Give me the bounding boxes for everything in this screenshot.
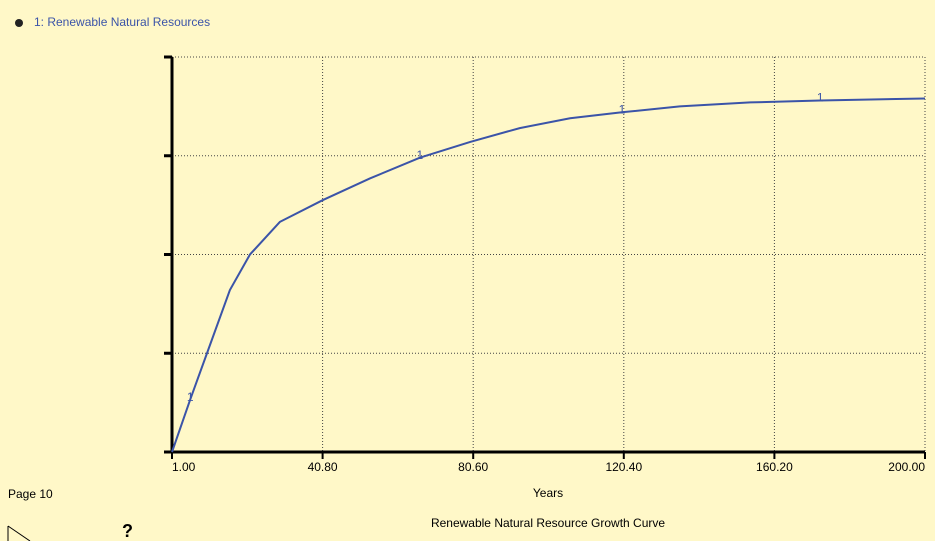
x-tick-label: 200.00 xyxy=(888,460,925,474)
line-marker: 1 xyxy=(417,148,424,162)
x-tick-label: 40.80 xyxy=(308,460,338,474)
x-tick-label: 160.20 xyxy=(756,460,793,474)
corner-icon[interactable] xyxy=(7,525,31,541)
line-marker: 1 xyxy=(187,390,194,404)
line-marker: 1 xyxy=(619,102,626,116)
chart-title: Renewable Natural Resource Growth Curve xyxy=(431,516,665,530)
legend-icon xyxy=(15,19,23,27)
x-axis-label: Years xyxy=(533,486,563,500)
series-line xyxy=(171,97,926,453)
legend-entry: 1: Renewable Natural Resources xyxy=(34,15,210,29)
page-label: Page 10 xyxy=(8,487,53,501)
x-tick-label: 120.40 xyxy=(605,460,642,474)
x-tick-label: 80.60 xyxy=(458,460,488,474)
help-icon[interactable]: ? xyxy=(122,521,133,541)
line-marker: 1 xyxy=(817,91,824,105)
x-tick-label: 1.00 xyxy=(172,460,196,474)
